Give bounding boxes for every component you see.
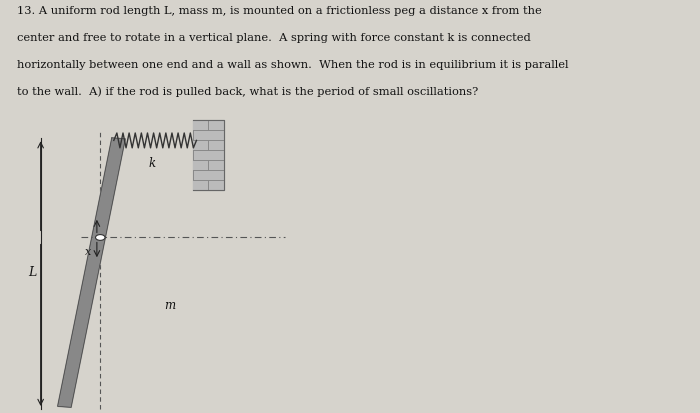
Text: L: L xyxy=(29,266,36,279)
Text: center and free to rotate in a vertical plane.  A spring with force constant k i: center and free to rotate in a vertical … xyxy=(17,33,531,43)
Text: horizontally between one end and a wall as shown.  When the rod is in equilibriu: horizontally between one end and a wall … xyxy=(17,60,568,70)
Text: m: m xyxy=(164,299,175,312)
Polygon shape xyxy=(57,138,125,407)
Polygon shape xyxy=(193,120,223,190)
Text: x: x xyxy=(85,247,91,257)
Text: k: k xyxy=(149,157,156,170)
Circle shape xyxy=(95,235,105,240)
Text: 13. A uniform rod length L, mass m, is mounted on a frictionless peg a distance : 13. A uniform rod length L, mass m, is m… xyxy=(17,6,542,16)
Text: to the wall.  A) if the rod is pulled back, what is the period of small oscillat: to the wall. A) if the rod is pulled bac… xyxy=(17,87,478,97)
